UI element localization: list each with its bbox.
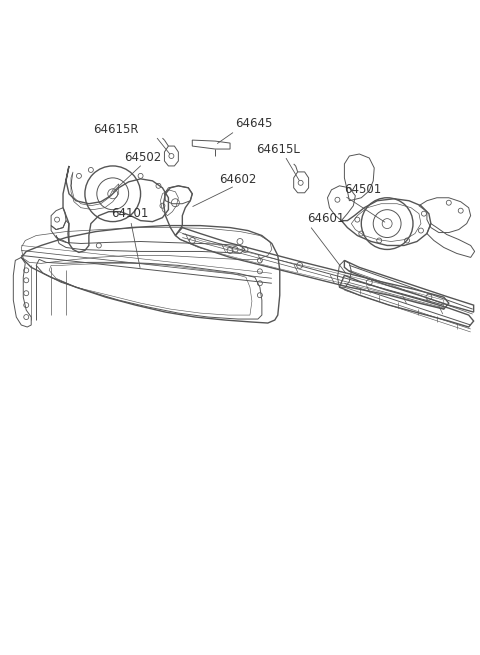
Text: 64501: 64501 <box>344 183 382 196</box>
Text: 64502: 64502 <box>124 151 161 164</box>
Text: 64615R: 64615R <box>93 122 138 136</box>
Text: 64101: 64101 <box>111 207 148 220</box>
Text: 64645: 64645 <box>235 117 273 130</box>
Text: 64601: 64601 <box>308 212 345 225</box>
Text: 64615L: 64615L <box>256 143 300 155</box>
Text: 64602: 64602 <box>219 174 257 187</box>
